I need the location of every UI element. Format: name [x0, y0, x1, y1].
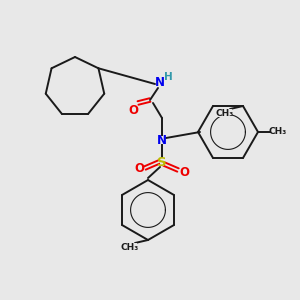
Bar — [160, 136, 164, 144]
Bar — [271, 128, 285, 136]
Text: S: S — [157, 155, 167, 169]
Text: O: O — [179, 166, 189, 178]
Bar — [218, 109, 232, 117]
Text: CH₃: CH₃ — [269, 128, 287, 136]
Text: O: O — [128, 103, 138, 116]
Text: N: N — [157, 134, 167, 146]
Text: H: H — [164, 72, 172, 82]
Bar — [131, 106, 135, 114]
Text: CH₃: CH₃ — [216, 109, 234, 118]
Bar — [182, 168, 186, 176]
Bar — [123, 243, 137, 251]
Bar — [137, 164, 141, 172]
Text: N: N — [155, 76, 165, 88]
Bar — [160, 158, 164, 166]
Bar — [156, 77, 170, 87]
Text: O: O — [134, 161, 144, 175]
Text: CH₃: CH₃ — [121, 242, 139, 251]
